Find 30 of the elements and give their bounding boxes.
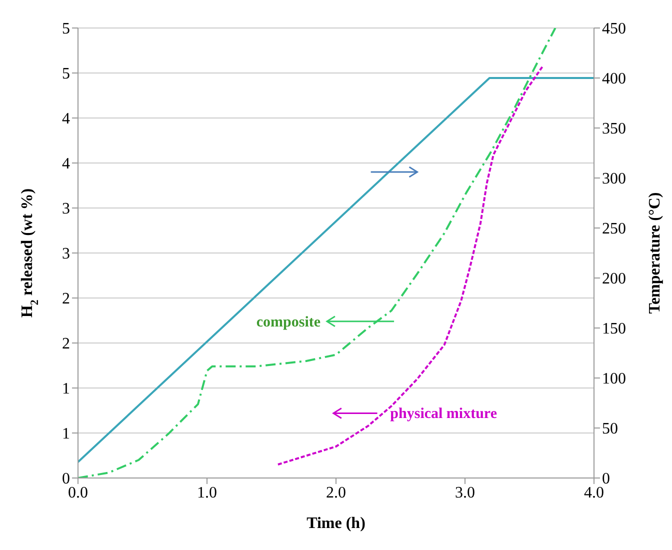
y2-tick-label: 450 xyxy=(602,20,626,38)
y-tick-label: 2 xyxy=(62,290,70,308)
y2-tick-label: 0 xyxy=(602,470,610,488)
series-label: composite xyxy=(256,314,321,330)
x-tick-label: 0.0 xyxy=(68,484,88,502)
y2-tick-label: 100 xyxy=(602,370,626,388)
x-tick-label: 3.0 xyxy=(455,484,475,502)
y-tick-label: 4 xyxy=(62,156,70,173)
legend-label: physical mixture xyxy=(390,406,498,422)
y2-tick-label: 200 xyxy=(602,270,626,288)
y2-axis-title: Temperature (°C) xyxy=(646,192,664,314)
y-tick-label: 0 xyxy=(62,470,70,488)
y-tick-label: 1 xyxy=(62,426,70,443)
y2-tick-label: 400 xyxy=(602,70,626,88)
y-tick-label: 2 xyxy=(62,336,70,353)
y-tick-label: 3 xyxy=(62,246,70,263)
y-tick-label: 3 xyxy=(62,200,70,218)
y-tick-label: 5 xyxy=(62,20,70,38)
y-tick-label: 4 xyxy=(62,110,70,128)
y2-tick-label: 150 xyxy=(602,320,626,338)
x-tick-label: 1.0 xyxy=(197,484,217,502)
y-tick-label: 1 xyxy=(62,380,70,398)
x-axis-title: Time (h) xyxy=(306,515,366,532)
y2-tick-label: 250 xyxy=(602,220,626,238)
x-tick-label: 2.0 xyxy=(326,484,346,502)
y2-tick-label: 300 xyxy=(602,170,626,188)
x-tick-label: 4.0 xyxy=(584,484,604,502)
y2-tick-label: 350 xyxy=(602,120,626,138)
y2-tick-label: 50 xyxy=(602,420,618,438)
y-tick-label: 5 xyxy=(62,66,70,83)
